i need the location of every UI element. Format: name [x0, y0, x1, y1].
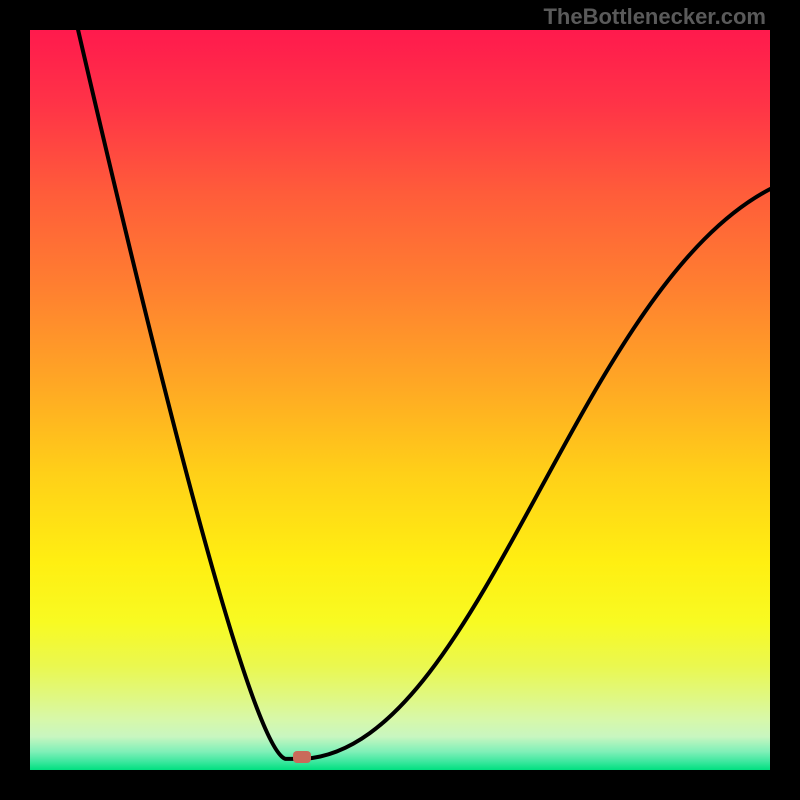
- plot-area: [30, 30, 770, 770]
- chart-container: TheBottlenecker.com: [0, 0, 800, 800]
- optimal-point-marker: [293, 751, 311, 763]
- watermark-text: TheBottlenecker.com: [543, 4, 766, 30]
- bottleneck-curve: [30, 30, 770, 770]
